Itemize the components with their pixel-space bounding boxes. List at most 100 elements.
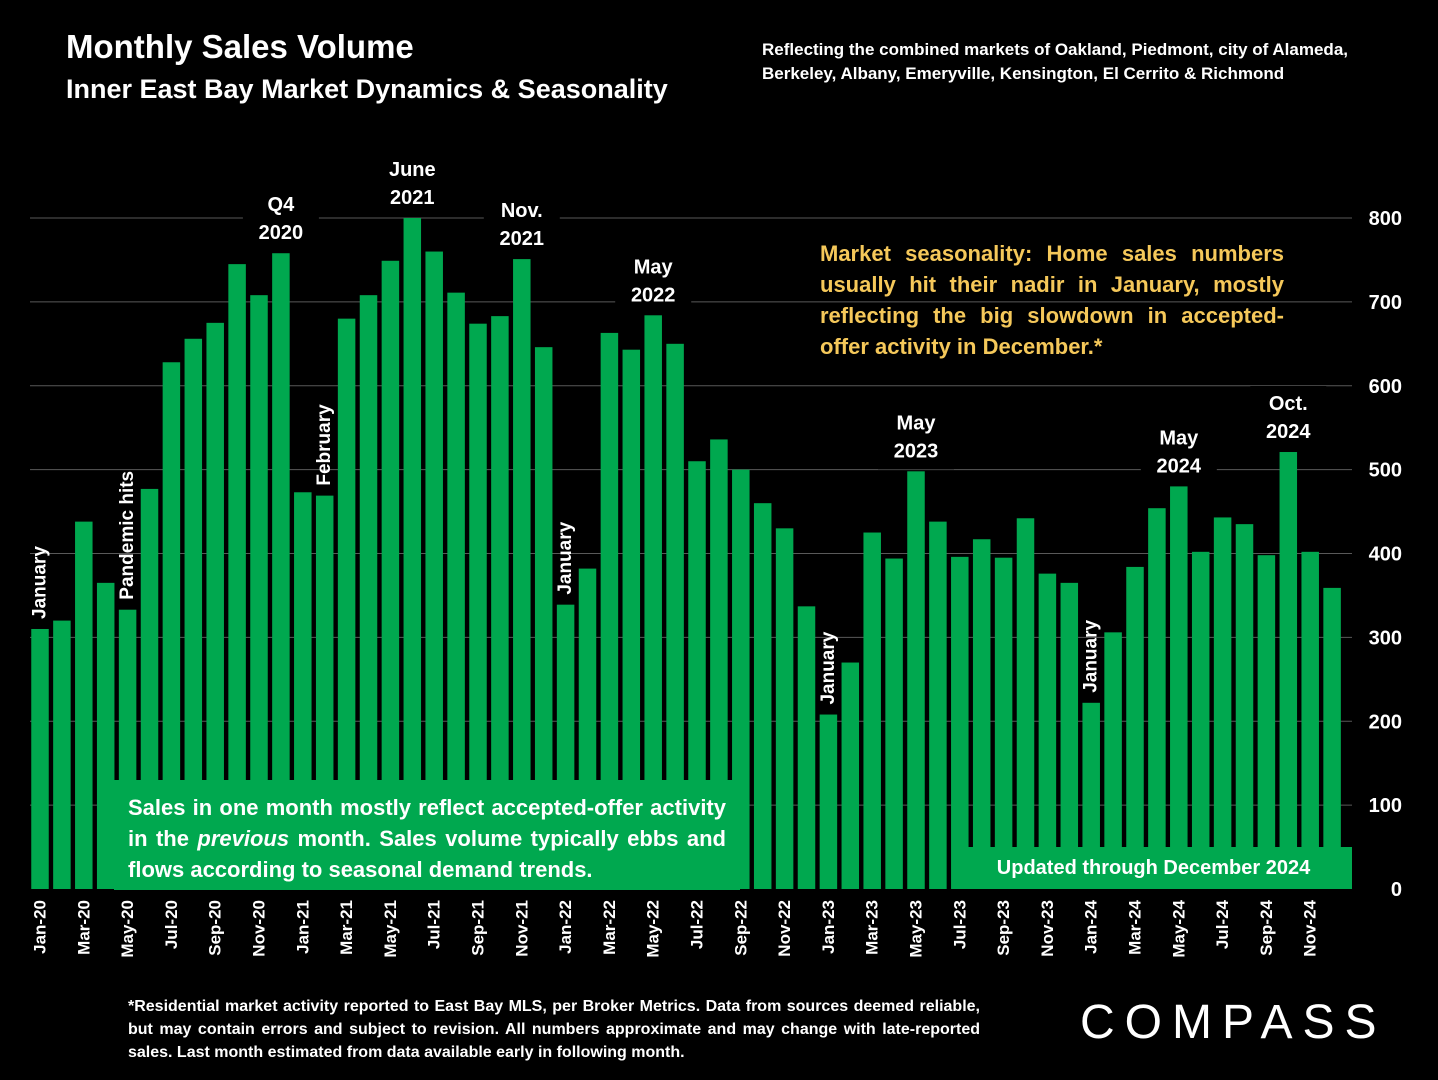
y-tick-label: 200 (1369, 711, 1402, 733)
x-tick-label: Jul-22 (688, 900, 707, 949)
y-tick-label: 500 (1369, 460, 1402, 482)
annotation-backdrop (242, 187, 319, 252)
x-tick-label: Mar-20 (74, 900, 93, 955)
annotation-label: 2020 (259, 222, 304, 244)
bar (1301, 551, 1319, 889)
bar (951, 556, 969, 889)
x-tick-label: Jan-23 (819, 900, 838, 954)
annotation-label: 2022 (631, 284, 676, 306)
bar (272, 253, 290, 890)
bar (206, 322, 224, 889)
bar (972, 539, 991, 889)
annotation-label: January (818, 631, 839, 704)
bar (228, 264, 246, 890)
y-tick-label: 100 (1369, 795, 1402, 817)
annotation-label: 2024 (1266, 421, 1311, 443)
bar (885, 558, 903, 889)
bar (447, 292, 465, 889)
bar (622, 349, 641, 890)
bar (96, 582, 115, 889)
annotation-label: January (30, 546, 51, 619)
explain-text: Sales in one month mostly reflect accept… (128, 792, 726, 885)
x-tick-label: May-21 (381, 900, 400, 958)
bar (753, 503, 772, 889)
annotations: January Pandemic hits Q4 2020 February June 20… (30, 152, 1327, 705)
y-tick-label: 300 (1369, 627, 1402, 649)
bar (381, 260, 400, 889)
x-tick-label: Sep-23 (994, 900, 1013, 956)
annotation-label: February (314, 404, 335, 486)
x-tick-label: Mar-24 (1126, 899, 1145, 954)
annotation-backdrop (878, 405, 954, 470)
bar (775, 528, 794, 889)
bar (513, 259, 531, 889)
updated-badge: Updated through December 2024 (955, 847, 1352, 889)
bar (31, 628, 49, 889)
bar (337, 318, 356, 889)
bar (841, 662, 860, 889)
bar (863, 532, 881, 889)
x-tick-label: Mar-23 (863, 900, 882, 955)
annotation-backdrop (1250, 386, 1327, 451)
x-tick-label: Nov-24 (1301, 899, 1320, 956)
bar (491, 316, 509, 889)
annotation-label: Nov. (501, 200, 543, 222)
bar (1323, 587, 1341, 889)
bar (1148, 508, 1166, 889)
x-tick-label: Jul-23 (950, 900, 969, 949)
annotation-backdrop (1140, 420, 1217, 485)
annotation-label: May (1159, 427, 1199, 449)
chart-subtitle: Inner East Bay Market Dynamics & Seasona… (66, 74, 668, 104)
markets-note: Reflecting the combined markets of Oakla… (762, 40, 1348, 83)
explain-after: month. Sales volume typically ebbs and f… (128, 826, 726, 882)
bar (1126, 566, 1144, 889)
y-tick-label: 400 (1369, 544, 1402, 566)
footnote: *Residential market activity reported to… (128, 998, 980, 1061)
x-tick-label: Nov-23 (1038, 900, 1057, 957)
x-tick-label: Nov-22 (775, 900, 794, 957)
bar (1213, 517, 1232, 889)
y-tick-label: 600 (1369, 376, 1402, 398)
annotation-label: 2024 (1157, 455, 1202, 477)
x-tick-label: Jul-20 (162, 900, 181, 949)
bar (75, 521, 93, 889)
annotation-label: May (897, 412, 937, 434)
explain-emphasis: previous (197, 826, 290, 851)
y-tick-label: 0 (1391, 879, 1402, 901)
y-tick-label: 800 (1369, 208, 1402, 230)
x-tick-label: Mar-21 (337, 900, 356, 955)
annotation-label: 2023 (894, 440, 939, 462)
bar (1016, 518, 1035, 889)
bar (1038, 573, 1057, 889)
bar (425, 251, 443, 890)
bar (710, 439, 728, 889)
annotation-backdrop (483, 193, 560, 258)
bar (534, 347, 553, 890)
x-tick-label: Sep-22 (731, 900, 750, 956)
bar (666, 343, 684, 889)
x-tick-label: Jul-24 (1213, 899, 1232, 949)
bar (1170, 486, 1188, 889)
annotation-label: 2021 (500, 228, 545, 250)
annotation-label: January (1081, 619, 1102, 692)
bar (819, 714, 838, 889)
bar (907, 471, 925, 889)
bar (1191, 551, 1210, 889)
x-tick-label: Mar-22 (600, 900, 619, 955)
bar (600, 332, 619, 889)
bar (53, 620, 71, 889)
x-tick-label: Sep-24 (1257, 899, 1276, 955)
annotation-label: January (555, 521, 576, 594)
bar (644, 315, 662, 889)
chart-title: Monthly Sales Volume (66, 28, 414, 65)
bar (1279, 452, 1298, 889)
explain-box: Sales in one month mostly reflect accept… (114, 780, 740, 890)
x-tick-label: May-23 (907, 900, 926, 958)
annotation-backdrop (374, 152, 451, 216)
explain-before: Sales in one month mostly reflect accept… (128, 795, 726, 851)
x-tick-label: Jan-24 (1082, 899, 1101, 953)
bar (162, 362, 181, 889)
x-tick-label: Nov-21 (512, 900, 531, 957)
bar (1104, 632, 1122, 889)
bar (797, 606, 816, 889)
